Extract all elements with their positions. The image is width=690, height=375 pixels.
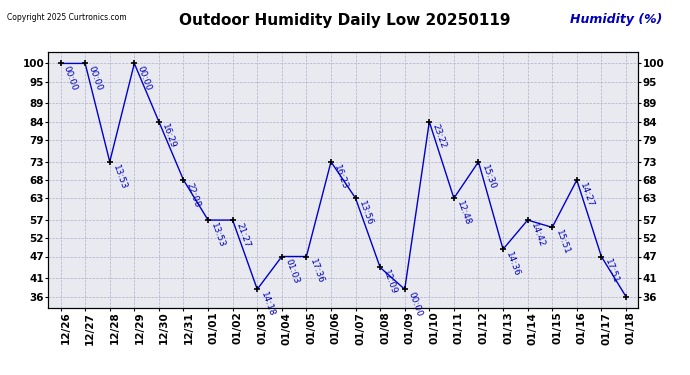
Text: 23:22: 23:22: [431, 123, 448, 150]
Text: 17:51: 17:51: [603, 258, 620, 285]
Text: Copyright 2025 Curtronics.com: Copyright 2025 Curtronics.com: [7, 13, 126, 22]
Text: 12:48: 12:48: [455, 200, 473, 227]
Text: 14:18: 14:18: [259, 291, 276, 318]
Text: 13:53: 13:53: [210, 222, 227, 249]
Text: Outdoor Humidity Daily Low 20250119: Outdoor Humidity Daily Low 20250119: [179, 13, 511, 28]
Text: 16:23: 16:23: [333, 163, 350, 190]
Text: 14:27: 14:27: [578, 182, 595, 209]
Text: 13:56: 13:56: [357, 200, 374, 227]
Text: 00:00: 00:00: [86, 65, 104, 92]
Text: 01:03: 01:03: [283, 258, 301, 285]
Text: 15:51: 15:51: [553, 229, 571, 256]
Text: 00:00: 00:00: [406, 291, 424, 318]
Text: 16:29: 16:29: [160, 123, 177, 150]
Text: Humidity (%): Humidity (%): [570, 13, 662, 26]
Text: 00:00: 00:00: [62, 65, 79, 92]
Text: 15:30: 15:30: [480, 163, 497, 190]
Text: 22:08: 22:08: [185, 182, 202, 209]
Text: 14:36: 14:36: [504, 251, 522, 278]
Text: 14:42: 14:42: [529, 222, 546, 249]
Text: 17:36: 17:36: [308, 258, 325, 285]
Text: 00:00: 00:00: [136, 65, 153, 92]
Text: 21:27: 21:27: [234, 222, 251, 249]
Text: 13:53: 13:53: [111, 163, 128, 190]
Text: 12:09: 12:09: [382, 269, 399, 296]
